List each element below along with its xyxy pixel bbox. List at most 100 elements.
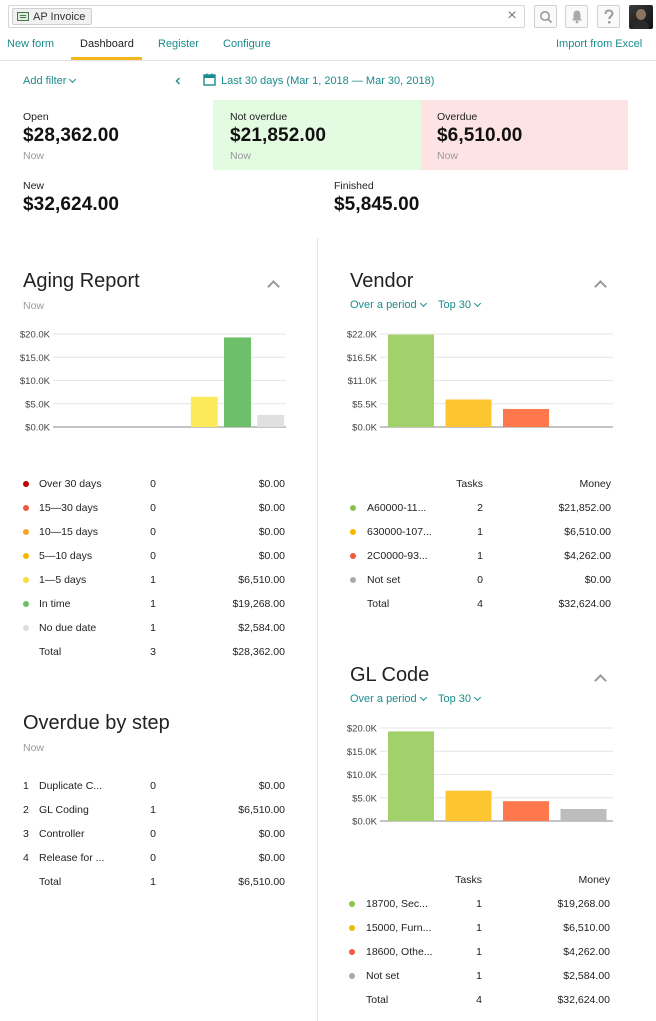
vendor-period-dropdown[interactable]: Over a period xyxy=(350,299,426,311)
tabs-divider xyxy=(0,60,656,61)
aging-chart: $0.0K $5.0K $10.0K $15.0K $20.0K xyxy=(20,330,286,434)
row-label: Not set xyxy=(367,574,401,586)
y-tick-label: $15.0K xyxy=(20,353,51,364)
active-tab-indicator xyxy=(71,57,142,60)
table-row[interactable]: 3 Controller 0 $0.00 xyxy=(23,827,285,841)
y-tick-label: $20.0K xyxy=(20,330,51,341)
date-range-selector[interactable]: Last 30 days (Mar 1, 2018 — Mar 30, 2018… xyxy=(221,75,435,87)
step-number: 1 xyxy=(23,780,29,792)
tab-new-form[interactable]: New form xyxy=(7,38,55,50)
total-label: Total xyxy=(366,994,389,1006)
vendor-top-dropdown[interactable]: Top 30 xyxy=(438,299,480,311)
table-row[interactable]: A60000-11... 2 $21,852.00 xyxy=(350,501,612,515)
table-row[interactable]: 18600, Othe... 1 $4,262.00 xyxy=(349,945,611,959)
row-money: $4,262.00 xyxy=(563,946,610,958)
step-number: 4 xyxy=(23,852,29,864)
y-tick-label: $15.0K xyxy=(347,747,378,758)
clear-search-icon[interactable]: × xyxy=(507,7,517,24)
add-filter-button[interactable]: Add filter xyxy=(23,75,75,87)
table-row[interactable]: 1—5 days 1 $6,510.00 xyxy=(23,573,285,587)
bar xyxy=(190,396,218,427)
table-row[interactable]: 2 GL Coding 1 $6,510.00 xyxy=(23,803,285,817)
vendor-collapse-icon[interactable] xyxy=(593,279,607,289)
tab-dashboard[interactable]: Dashboard xyxy=(80,38,134,50)
row-count: 1 xyxy=(477,526,483,538)
legend-dot-icon xyxy=(23,505,29,511)
table-row[interactable]: Not set 0 $0.00 xyxy=(350,573,612,587)
table-row[interactable]: In time 1 $19,268.00 xyxy=(23,597,285,611)
table-row[interactable]: 18700, Sec... 1 $19,268.00 xyxy=(349,897,611,911)
calendar-icon[interactable] xyxy=(203,73,216,89)
bar xyxy=(388,334,434,427)
table-row[interactable]: 1 Duplicate C... 0 $0.00 xyxy=(23,779,285,793)
aging-collapse-icon[interactable] xyxy=(266,279,280,289)
row-label: In time xyxy=(39,598,71,610)
table-row[interactable]: 5—10 days 0 $0.00 xyxy=(23,549,285,563)
table-row[interactable]: 4 Release for ... 0 $0.00 xyxy=(23,851,285,865)
app-filter-chip[interactable]: AP Invoice xyxy=(12,8,93,25)
not-overdue-card xyxy=(213,100,421,170)
row-count: 0 xyxy=(150,526,156,538)
legend-dot-icon xyxy=(349,901,355,907)
table-total-row: Total 3 $28,362.00 xyxy=(23,645,285,659)
row-money: $19,268.00 xyxy=(232,598,285,610)
gl-code-top-dropdown[interactable]: Top 30 xyxy=(438,693,480,705)
table-row[interactable]: Not set 1 $2,584.00 xyxy=(349,969,611,983)
total-count: 1 xyxy=(150,876,156,888)
row-money: $6,510.00 xyxy=(564,526,611,538)
row-label: 630000-107... xyxy=(367,526,432,538)
new-label: New xyxy=(23,180,45,192)
table-total-row: Total 4 $32,624.00 xyxy=(350,597,612,611)
table-row[interactable]: 15000, Furn... 1 $6,510.00 xyxy=(349,921,611,935)
tab-register[interactable]: Register xyxy=(158,38,199,50)
row-count: 1 xyxy=(476,922,482,934)
table-row[interactable]: 10—15 days 0 $0.00 xyxy=(23,525,285,539)
y-tick-label: $0.0K xyxy=(352,423,377,434)
app-chip-label: AP Invoice xyxy=(33,10,86,23)
open-value: $28,362.00 xyxy=(23,125,120,146)
row-money: $0.00 xyxy=(584,574,611,586)
legend-dot-icon xyxy=(23,625,29,631)
total-count: 4 xyxy=(477,598,483,610)
table-row[interactable]: 630000-107... 1 $6,510.00 xyxy=(350,525,612,539)
search-button[interactable] xyxy=(534,5,557,28)
help-button[interactable] xyxy=(597,5,620,28)
overdue-card xyxy=(421,100,628,170)
table-row[interactable]: No due date 1 $2,584.00 xyxy=(23,621,285,635)
previous-period-icon[interactable] xyxy=(174,76,184,86)
row-count: 0 xyxy=(477,574,483,586)
aging-report-title: Aging Report xyxy=(23,270,140,292)
table-row[interactable]: Over 30 days 0 $0.00 xyxy=(23,477,285,491)
import-from-excel-link[interactable]: Import from Excel xyxy=(556,38,643,50)
total-count: 3 xyxy=(150,646,156,658)
row-count: 2 xyxy=(477,502,483,514)
row-money: $6,510.00 xyxy=(238,574,285,586)
table-row[interactable]: 15—30 days 0 $0.00 xyxy=(23,501,285,515)
row-count: 1 xyxy=(476,970,482,982)
y-tick-label: $5.5K xyxy=(352,399,377,410)
table-row[interactable]: 2C0000-93... 1 $4,262.00 xyxy=(350,549,612,563)
row-money: $6,510.00 xyxy=(563,922,610,934)
gl-code-collapse-icon[interactable] xyxy=(593,673,607,683)
tab-configure[interactable]: Configure xyxy=(223,38,271,50)
search-input[interactable] xyxy=(8,5,525,28)
total-money: $32,624.00 xyxy=(557,994,610,1006)
notifications-button[interactable] xyxy=(565,5,588,28)
avatar[interactable] xyxy=(629,5,653,29)
y-tick-label: $5.0K xyxy=(25,399,50,410)
table-total-row: Total 4 $32,624.00 xyxy=(349,993,611,1007)
bar xyxy=(503,801,549,821)
not-overdue-label: Not overdue xyxy=(230,111,288,123)
gl-code-period-dropdown[interactable]: Over a period xyxy=(350,693,426,705)
step-number: 3 xyxy=(23,828,29,840)
tasks-column-header: Tasks xyxy=(455,874,482,886)
table-header: Tasks Money xyxy=(350,477,612,491)
total-money: $32,624.00 xyxy=(558,598,611,610)
legend-dot-icon xyxy=(23,553,29,559)
row-count: 1 xyxy=(477,550,483,562)
row-money: $2,584.00 xyxy=(238,622,285,634)
row-label: 18700, Sec... xyxy=(366,898,428,910)
bar xyxy=(445,790,492,821)
vendor-chart: $0.0K $5.5K $11.0K $16.5K $22.0K xyxy=(347,330,613,434)
legend-dot-icon xyxy=(349,925,355,931)
